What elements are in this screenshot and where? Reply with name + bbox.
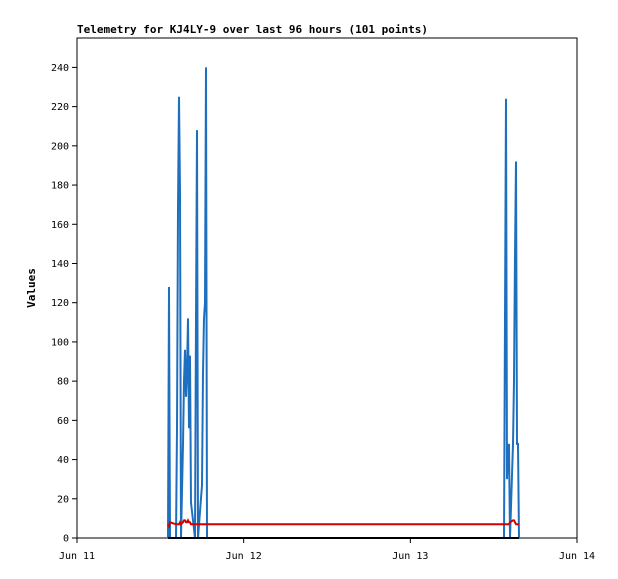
- y-tick-label: 100: [51, 337, 69, 348]
- x-tick-label: Jun 14: [559, 551, 595, 562]
- y-tick-label: 60: [57, 416, 69, 427]
- y-tick-label: 120: [51, 298, 69, 309]
- x-tick-label: Jun 11: [59, 551, 95, 562]
- y-tick-label: 80: [57, 377, 69, 388]
- y-tick-label: 0: [63, 534, 69, 545]
- y-tick-label: 20: [57, 494, 69, 505]
- plot-frame: [76, 37, 578, 539]
- y-tick-label: 220: [51, 102, 69, 113]
- y-tick-label: 140: [51, 259, 69, 270]
- x-tick-label: Jun 13: [392, 551, 428, 562]
- chart-title: Telemetry for KJ4LY-9 over last 96 hours…: [77, 23, 428, 36]
- x-tick-label: Jun 12: [226, 551, 262, 562]
- y-axis-label: Values: [25, 268, 38, 308]
- y-tick-label: 180: [51, 181, 69, 192]
- y-tick-label: 240: [51, 63, 69, 74]
- y-tick-label: 160: [51, 220, 69, 231]
- series-line: [167, 518, 519, 530]
- y-tick-label: 40: [57, 455, 69, 466]
- y-tick-label: 200: [51, 141, 69, 152]
